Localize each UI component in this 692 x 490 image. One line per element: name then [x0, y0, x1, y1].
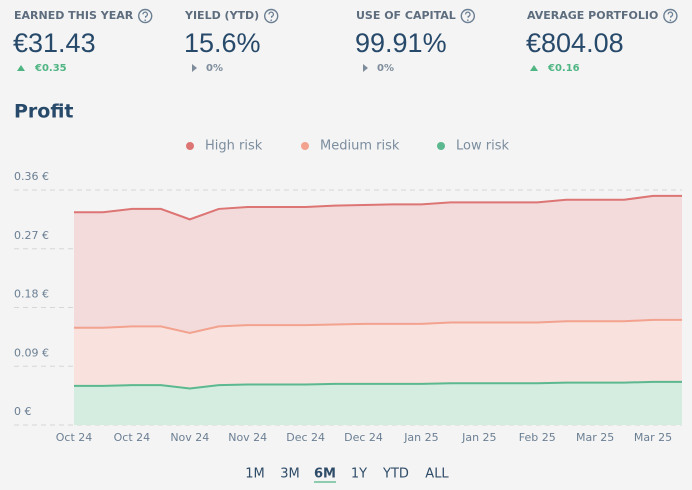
- x-tick-label: Nov 24: [228, 431, 267, 444]
- trend-icon: [530, 65, 538, 71]
- y-tick-label: 0 €: [14, 405, 32, 418]
- stat-value: €804.08: [526, 28, 624, 58]
- y-tick-label: 0.36 €: [14, 170, 49, 183]
- stat-value: €31.43: [13, 28, 96, 58]
- legend-label[interactable]: High risk: [205, 139, 263, 154]
- x-tick-label: Feb 25: [519, 431, 556, 444]
- stat-change: 0%: [206, 63, 223, 74]
- range-button[interactable]: ALL: [425, 467, 449, 482]
- legend-dot: [186, 142, 194, 150]
- help-icon[interactable]: [138, 8, 153, 24]
- range-button[interactable]: 1Y: [351, 467, 367, 482]
- help-glyph: [667, 11, 674, 18]
- help-dot: [467, 19, 469, 22]
- stat-label: AVERAGE PORTFOLIO: [527, 9, 658, 22]
- series-line: [74, 380, 682, 390]
- stat-label: USE OF CAPITAL: [356, 9, 456, 22]
- legend-label[interactable]: Low risk: [456, 139, 509, 154]
- range-button[interactable]: YTD: [382, 467, 409, 482]
- y-tick-label: 0.18 €: [14, 288, 49, 301]
- help-dot: [144, 19, 147, 22]
- area: [74, 381, 682, 425]
- range-button[interactable]: 6M: [314, 467, 336, 482]
- legend-dot: [437, 142, 445, 150]
- help-glyph: [464, 11, 471, 18]
- stat-change: €0.35: [34, 63, 67, 74]
- help-dot: [669, 19, 672, 22]
- trend-icon: [192, 64, 197, 72]
- x-tick-label: Mar 25: [576, 431, 614, 444]
- trend-icon: [363, 64, 368, 72]
- stat-value: 15.6%: [184, 28, 261, 58]
- x-tick-label: Oct 24: [56, 431, 93, 444]
- series-line: [74, 318, 682, 334]
- stat-value: 99.91%: [355, 28, 447, 58]
- x-tick-label: Jan 25: [461, 431, 496, 444]
- x-tick-label: Dec 24: [344, 431, 383, 444]
- chart-title: Profit: [14, 101, 74, 123]
- legend-dot: [301, 142, 309, 150]
- stat-label: YIELD (YTD): [184, 9, 259, 22]
- help-icon[interactable]: [663, 8, 678, 24]
- area: [74, 319, 682, 389]
- help-glyph: [268, 11, 275, 18]
- stat-change: 0%: [377, 63, 394, 74]
- help-icon[interactable]: [264, 8, 279, 24]
- help-icon[interactable]: [460, 8, 476, 24]
- trend-icon: [17, 65, 25, 71]
- x-tick-label: Mar 25: [634, 431, 672, 444]
- x-tick-label: Dec 24: [286, 431, 325, 444]
- series-line: [74, 194, 682, 221]
- area: [74, 195, 682, 333]
- stat-label: EARNED THIS YEAR: [14, 9, 134, 22]
- range-button[interactable]: 3M: [280, 467, 300, 482]
- help-dot: [270, 19, 273, 22]
- x-tick-label: Nov 24: [170, 431, 209, 444]
- y-tick-label: 0.09 €: [14, 346, 49, 359]
- y-tick-label: 0.27 €: [14, 229, 49, 242]
- legend-label[interactable]: Medium risk: [320, 139, 400, 154]
- stat-change: €0.16: [547, 63, 580, 74]
- x-tick-label: Jan 25: [403, 431, 438, 444]
- range-button[interactable]: 1M: [245, 467, 265, 482]
- x-tick-label: Oct 24: [114, 431, 151, 444]
- help-glyph: [142, 11, 149, 18]
